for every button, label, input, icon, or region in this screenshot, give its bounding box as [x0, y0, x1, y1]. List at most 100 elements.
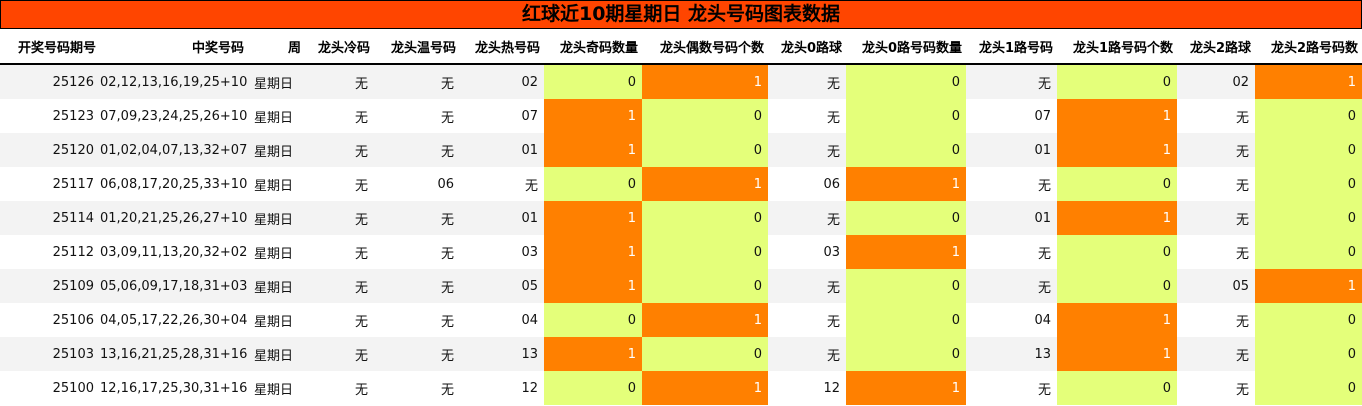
table-cell: 25100 — [0, 371, 100, 405]
table-cell: 1 — [642, 303, 768, 337]
table-cell: 25117 — [0, 167, 100, 201]
table-cell: 0 — [1057, 235, 1177, 269]
column-header[interactable]: 龙头1路号码个数 — [1057, 29, 1177, 65]
column-header[interactable]: 龙头2路球 — [1177, 29, 1255, 65]
table-cell: 0 — [846, 201, 966, 235]
table-row: 25103 13,16,21,25,28,31+16 星期日无无 13 1 0 无 0 13 1 无… — [0, 337, 1362, 371]
table-cell: 25123 — [0, 99, 100, 133]
table-cell: 0 — [642, 235, 768, 269]
table-cell: 0 — [846, 133, 966, 167]
table-cell: 星期日 — [248, 371, 305, 405]
table-cell: 0 — [846, 99, 966, 133]
table-cell: 无 — [966, 269, 1057, 303]
column-header[interactable]: 龙头偶数号码个数 — [642, 29, 768, 65]
table-cell: 星期日 — [248, 337, 305, 371]
table-cell: 0 — [642, 99, 768, 133]
table-cell: 04 — [460, 303, 544, 337]
column-header[interactable]: 龙头温号码 — [374, 29, 460, 65]
table-cell: 03 — [460, 235, 544, 269]
table-cell: 无 — [305, 235, 374, 269]
table-cell: 无 — [768, 64, 846, 99]
column-header[interactable]: 龙头2路号码数 — [1255, 29, 1362, 65]
table-cell: 无 — [1177, 235, 1255, 269]
table-cell: 05 — [1177, 269, 1255, 303]
table-cell: 无 — [374, 337, 460, 371]
table-cell: 12 — [768, 371, 846, 405]
column-header[interactable]: 开奖号码期号 — [0, 29, 100, 65]
table-cell: 0 — [846, 64, 966, 99]
table-cell: 01 — [460, 201, 544, 235]
table-cell: 0 — [544, 64, 642, 99]
table-cell: 25126 — [0, 64, 100, 99]
column-header[interactable]: 龙头0路号码数量 — [846, 29, 966, 65]
table-cell: 0 — [642, 201, 768, 235]
table-cell: 无 — [305, 99, 374, 133]
table-cell: 0 — [846, 303, 966, 337]
table-cell: 0 — [846, 337, 966, 371]
column-header[interactable]: 龙头冷码 — [305, 29, 374, 65]
column-header[interactable]: 周 — [248, 29, 305, 65]
table-cell: 0 — [642, 337, 768, 371]
table-cell: 0 — [1057, 167, 1177, 201]
table-cell: 25103 — [0, 337, 100, 371]
table-cell: 03,09,11,13,20,32+02 — [100, 235, 248, 269]
table-cell: 无 — [374, 269, 460, 303]
table-cell: 05 — [460, 269, 544, 303]
table-cell: 无 — [768, 303, 846, 337]
column-header[interactable]: 中奖号码 — [100, 29, 248, 65]
table-cell: 0 — [544, 167, 642, 201]
table-cell: 无 — [305, 269, 374, 303]
table-cell: 07,09,23,24,25,26+10 — [100, 99, 248, 133]
table-cell: 无 — [966, 235, 1057, 269]
table-cell: 无 — [305, 371, 374, 405]
table-cell: 无 — [305, 64, 374, 99]
table-cell: 无 — [1177, 167, 1255, 201]
table-cell: 01,20,21,25,26,27+10 — [100, 201, 248, 235]
table-cell: 1 — [846, 371, 966, 405]
table-cell: 0 — [1255, 201, 1362, 235]
table-cell: 无 — [374, 371, 460, 405]
table-cell: 无 — [305, 303, 374, 337]
column-header[interactable]: 龙头0路球 — [768, 29, 846, 65]
table-cell: 无 — [374, 64, 460, 99]
table-cell: 无 — [768, 201, 846, 235]
data-table: 开奖号码期号 中奖号码周龙头冷码 龙头温号码 龙头热号码 龙头奇码数量 龙头偶数号码个数龙… — [0, 29, 1362, 405]
column-header[interactable]: 龙头奇码数量 — [544, 29, 642, 65]
table-cell: 1 — [642, 167, 768, 201]
header-row: 开奖号码期号 中奖号码周龙头冷码 龙头温号码 龙头热号码 龙头奇码数量 龙头偶数号码个数龙… — [0, 29, 1362, 65]
table-cell: 0 — [1255, 133, 1362, 167]
table-cell: 无 — [305, 201, 374, 235]
table-cell: 13 — [460, 337, 544, 371]
table-cell: 1 — [1255, 269, 1362, 303]
table-cell: 无 — [1177, 133, 1255, 167]
table-cell: 1 — [544, 133, 642, 167]
table-cell: 01,02,04,07,13,32+07 — [100, 133, 248, 167]
table-cell: 1 — [1057, 201, 1177, 235]
table-cell: 02 — [460, 64, 544, 99]
table-cell: 无 — [1177, 201, 1255, 235]
table-cell: 1 — [1057, 99, 1177, 133]
table-cell: 星期日 — [248, 303, 305, 337]
table-cell: 0 — [846, 269, 966, 303]
table-cell: 1 — [544, 235, 642, 269]
table-cell: 无 — [460, 167, 544, 201]
table-cell: 1 — [1057, 133, 1177, 167]
table-cell: 03 — [768, 235, 846, 269]
table-cell: 1 — [1057, 337, 1177, 371]
table-cell: 12 — [460, 371, 544, 405]
table-cell: 1 — [1057, 303, 1177, 337]
table-cell: 无 — [768, 133, 846, 167]
table-cell: 1 — [544, 269, 642, 303]
table-cell: 无 — [966, 167, 1057, 201]
table-cell: 0 — [1057, 371, 1177, 405]
column-header[interactable]: 龙头1路号码 — [966, 29, 1057, 65]
table-cell: 星期日 — [248, 235, 305, 269]
table-cell: 无 — [374, 133, 460, 167]
table-cell: 无 — [1177, 371, 1255, 405]
table-cell: 无 — [374, 201, 460, 235]
table-cell: 0 — [1255, 303, 1362, 337]
table-cell: 无 — [305, 133, 374, 167]
table-cell: 1 — [642, 64, 768, 99]
column-header[interactable]: 龙头热号码 — [460, 29, 544, 65]
table-row: 25120 01,02,04,07,13,32+07 星期日无无 01 1 0 无 0 01 1 无… — [0, 133, 1362, 167]
